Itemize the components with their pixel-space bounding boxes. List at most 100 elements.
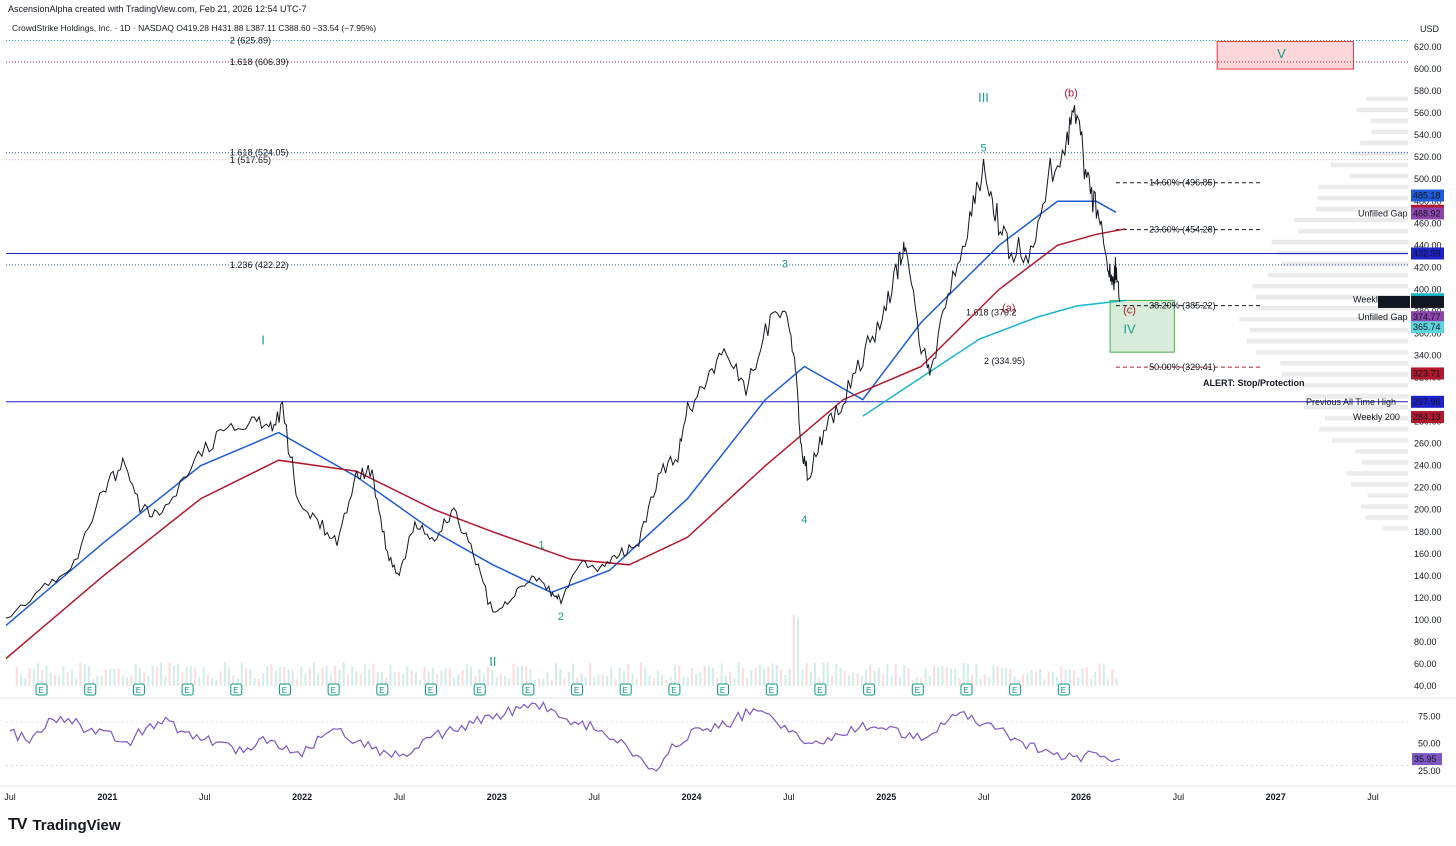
wave-label: 3 (782, 258, 788, 270)
price-tick-label: 260.00 (1414, 439, 1442, 449)
price-tick-label: 160.00 (1414, 549, 1442, 559)
volume-profile-bar (1318, 185, 1408, 190)
volume-bar (857, 674, 859, 686)
earnings-marker-label: E (184, 686, 189, 695)
earnings-marker-label: E (915, 686, 920, 695)
volume-profile-bar (1355, 449, 1408, 454)
volume-bar (445, 668, 447, 686)
volume-bar (929, 676, 931, 686)
fib-label: 50.00% (329.41) (1149, 362, 1216, 372)
volume-bar (321, 667, 323, 686)
volume-bar (631, 673, 633, 686)
volume-bar (453, 678, 455, 686)
level-label: 1.236 (422.22) (230, 260, 289, 270)
earnings-marker-label: E (623, 686, 628, 695)
volume-bar (1086, 667, 1088, 686)
volume-bar (661, 674, 663, 686)
volume-bar (980, 679, 982, 686)
volume-bar (835, 664, 837, 686)
volume-bar (525, 666, 527, 686)
volume-bar (173, 666, 175, 686)
volume-profile-bar (1357, 108, 1408, 113)
earnings-marker-label: E (477, 686, 482, 695)
wave-label: IV (1123, 321, 1136, 336)
volume-bar (360, 674, 362, 686)
volume-bar (789, 669, 791, 686)
fib-label: 23.60% (454.28) (1149, 225, 1216, 235)
volume-bar (496, 678, 498, 686)
volume-bar (220, 671, 222, 686)
volume-bar (466, 664, 468, 686)
price-tick-label: 220.00 (1414, 483, 1442, 493)
volume-bar (695, 673, 697, 686)
annotation-label: Unfilled Gap (1358, 208, 1408, 218)
volume-bar (109, 669, 111, 686)
volume-bar (712, 668, 714, 686)
volume-bar (907, 668, 909, 686)
volume-bar (462, 670, 464, 686)
volume-bar (530, 669, 532, 686)
level-label: 1.618 (606.39) (230, 57, 289, 67)
volume-bar (657, 671, 659, 686)
volume-bar (933, 666, 935, 686)
volume-bar (538, 678, 540, 686)
price-tick-label: 620.00 (1414, 42, 1442, 52)
volume-profile-bar (1365, 515, 1408, 520)
volume-bar (304, 673, 306, 686)
symbol-tag-label: CRWD (1381, 297, 1409, 307)
brand: TV TradingView (8, 816, 121, 834)
volume-bar (343, 662, 345, 686)
volume-bar (224, 662, 226, 686)
volume-bar (784, 675, 786, 686)
volume-bar (33, 670, 35, 686)
volume-bar (338, 670, 340, 686)
volume-bar (296, 679, 298, 686)
price-tag-label: 388.60 (1413, 297, 1441, 307)
price-tag-label: 323.71 (1413, 368, 1441, 378)
volume-bar (691, 668, 693, 686)
volume-bar (861, 676, 863, 686)
volume-bar (967, 664, 969, 686)
volume-bar (1069, 669, 1071, 686)
volume-bar (763, 668, 765, 686)
volume-bar (521, 665, 523, 686)
volume-profile-bar (1281, 262, 1408, 267)
volume-bar (844, 671, 846, 686)
price-tick-label: 540.00 (1414, 130, 1442, 140)
volume-bar (941, 666, 943, 686)
price-tick-label: 140.00 (1414, 571, 1442, 581)
volume-profile-bar (1350, 174, 1408, 179)
volume-bar (160, 663, 162, 686)
volume-bar (559, 669, 561, 686)
price-tick-label: 580.00 (1414, 86, 1442, 96)
earnings-marker-label: E (720, 686, 725, 695)
volume-bar (88, 667, 90, 686)
volume-bar (351, 666, 353, 686)
volume-bar (470, 667, 472, 686)
price-tick-label: 560.00 (1414, 108, 1442, 118)
volume-bar (364, 664, 366, 686)
volume-bar (440, 670, 442, 686)
annotation-label: Unfilled Gap (1358, 312, 1408, 322)
wave-label: 5 (980, 143, 986, 155)
price-tick-label: 60.00 (1414, 659, 1437, 669)
volume-bar (139, 668, 141, 686)
volume-bar (37, 663, 39, 686)
time-tick-label: 2023 (487, 792, 507, 802)
volume-bar (266, 667, 268, 686)
volume-bar (606, 676, 608, 686)
volume-bar (988, 678, 990, 686)
volume-bar (699, 672, 701, 686)
volume-profile-bar (1280, 361, 1408, 366)
volume-bar (954, 669, 956, 686)
volume-bar (190, 666, 192, 686)
volume-bar (411, 671, 413, 686)
volume-bar (491, 670, 493, 686)
price-tick-label: 600.00 (1414, 64, 1442, 74)
volume-bar (24, 678, 26, 686)
volume-bar (746, 678, 748, 686)
price-tag-label: 485.18 (1413, 191, 1441, 201)
volume-bar (823, 663, 825, 686)
wave-label: I (261, 332, 265, 347)
